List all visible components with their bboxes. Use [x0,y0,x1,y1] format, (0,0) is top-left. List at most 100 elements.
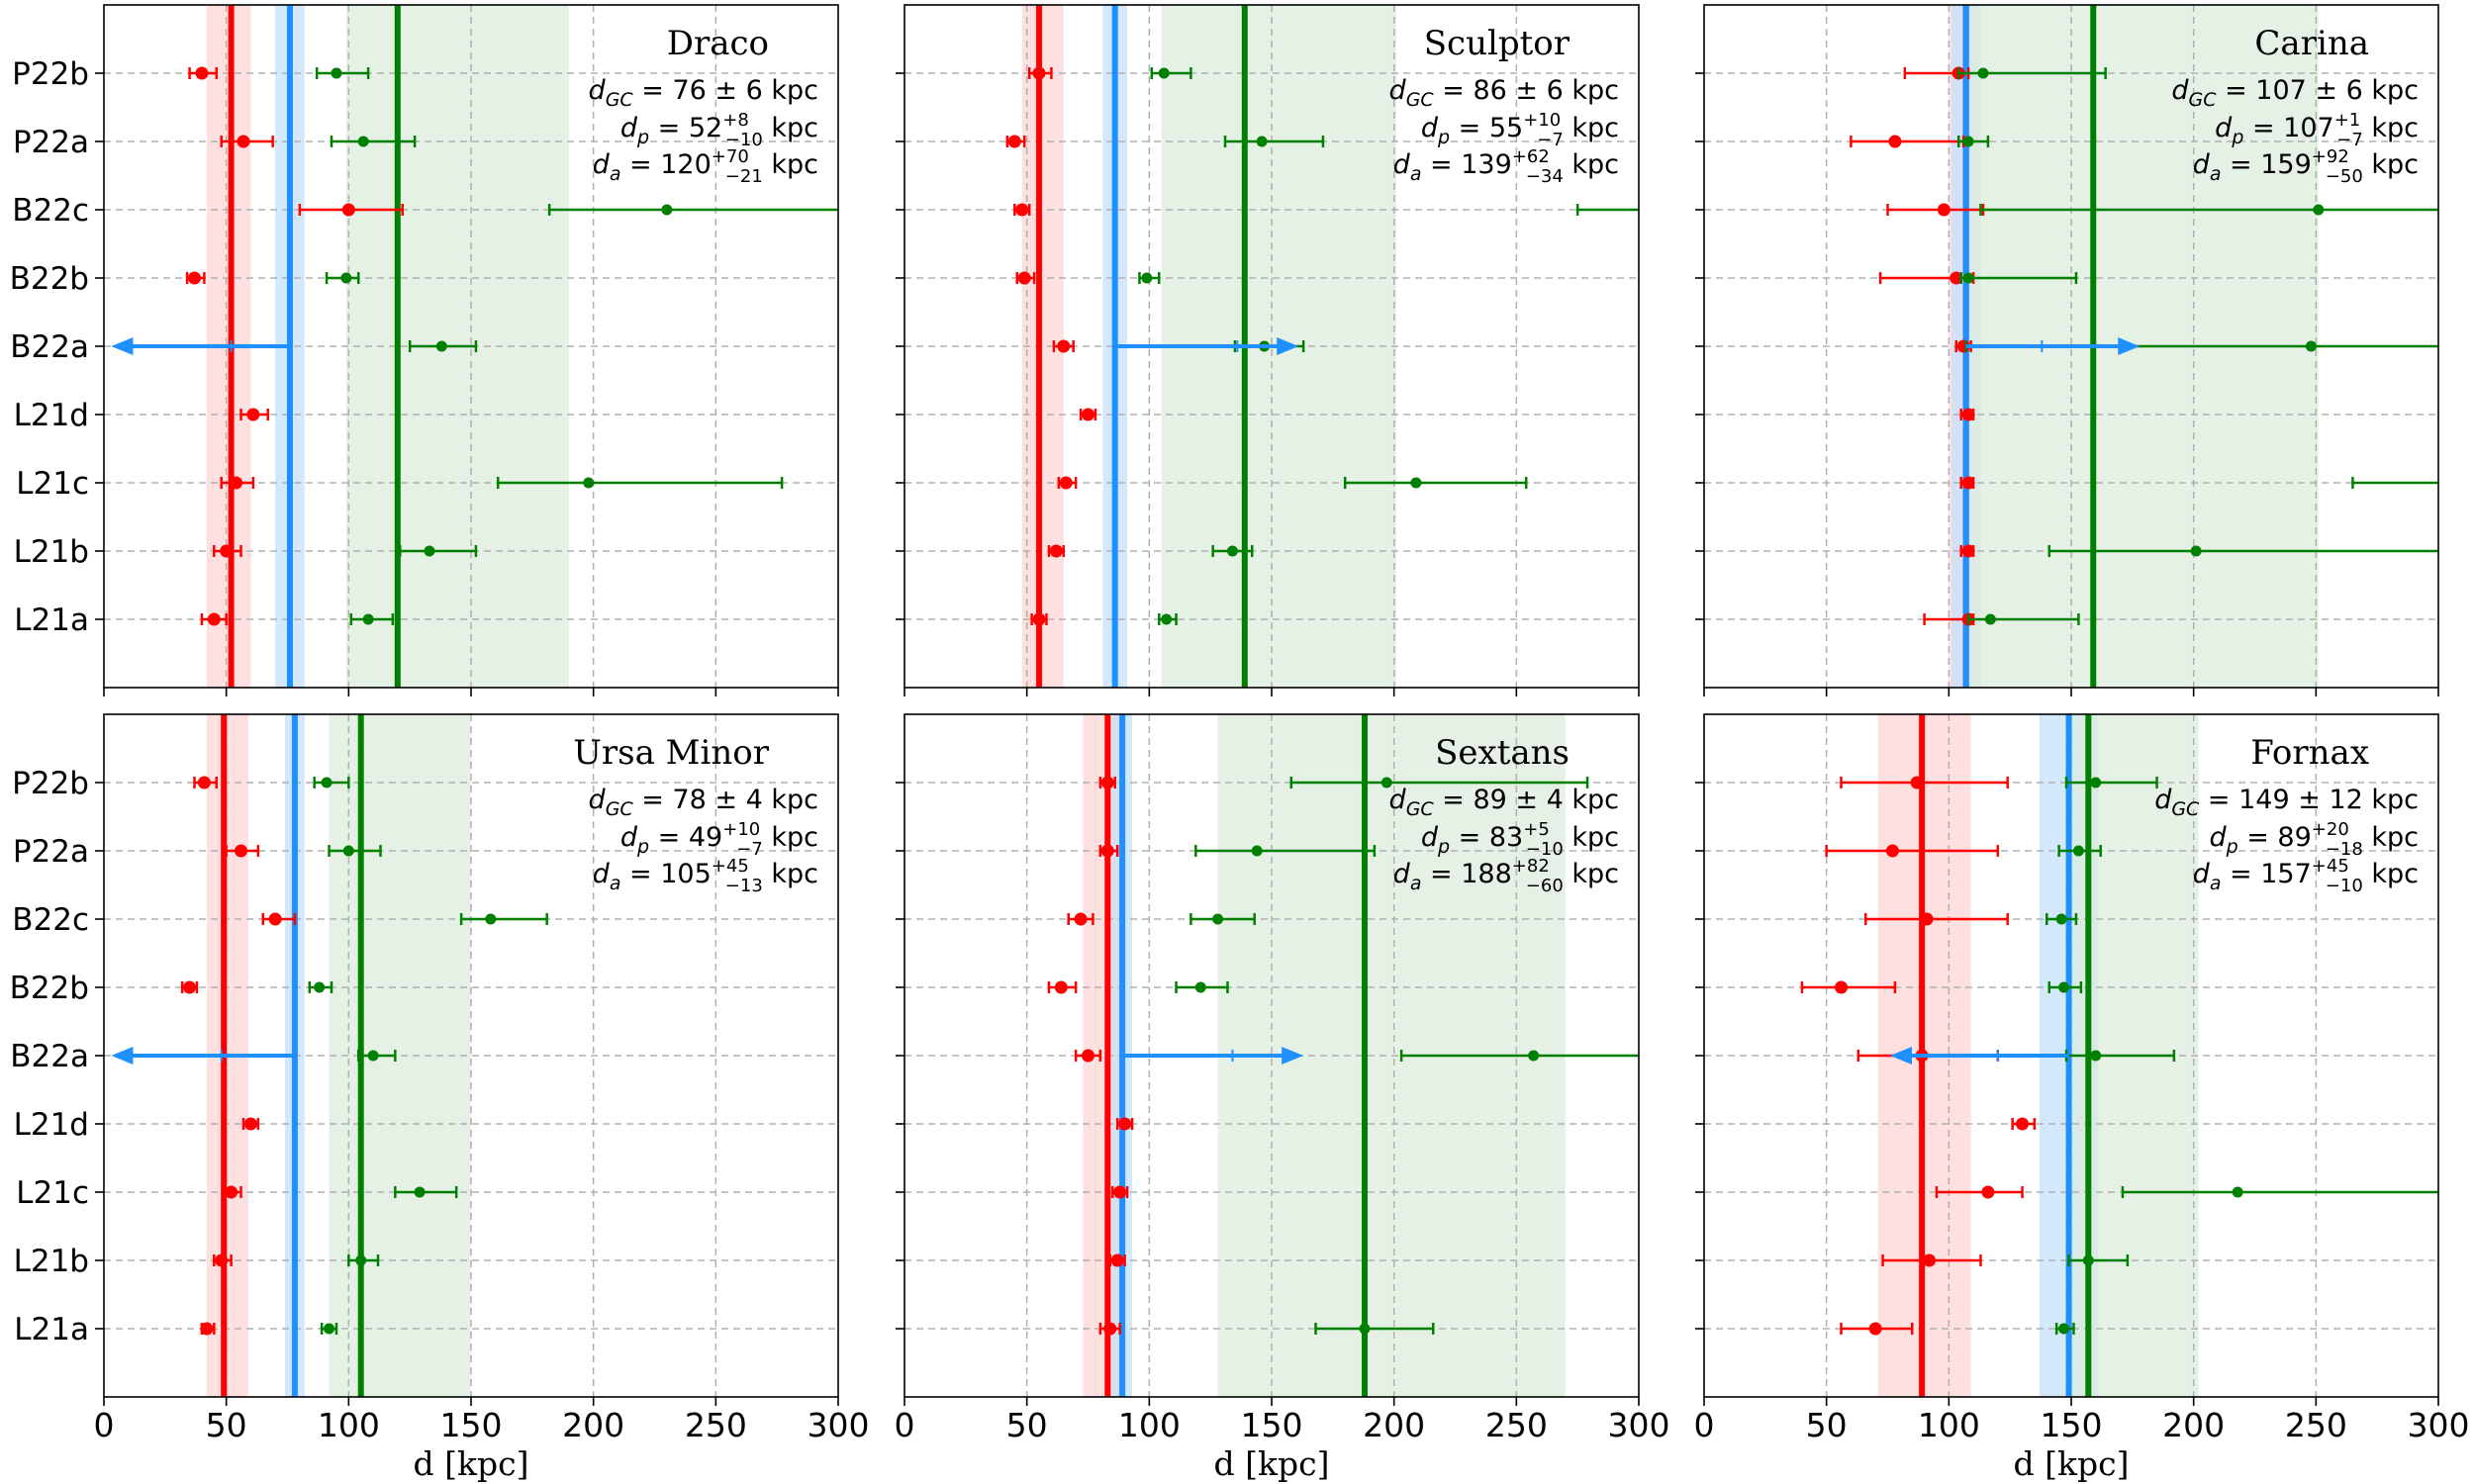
pericenter-point-L21a [200,612,228,626]
data-point [1937,203,1951,217]
annotation-unit: kpc [1564,113,1619,143]
data-point [195,66,209,80]
data-point [1962,272,1974,284]
apocenter-point-B22c [2046,913,2078,925]
x-tick-label: 0 [1694,1406,1715,1444]
data-point [230,476,243,490]
data-point [1032,66,1046,80]
data-point [1256,136,1268,147]
apocenter-point-L21c [1343,477,1528,489]
annotation-low: −13 [725,876,763,896]
x-tick-label: 50 [206,1406,247,1444]
data-point [1194,981,1206,993]
x-tick-label: 250 [1485,1406,1548,1444]
data-point [424,545,435,557]
x-tick-label: 300 [808,1406,870,1444]
annotation-symbol: d [1421,113,1439,143]
apocenter-point-P22a [2057,845,2102,857]
annotation-a: da = 120+70 −21 kpc [593,146,818,187]
data-point [485,913,497,925]
data-point [1054,980,1068,994]
arrow-head [1277,337,1299,355]
annotation-low: −21 [725,166,763,187]
data-point [1100,776,1114,789]
annotation-sub: GC [1406,89,1435,111]
annotation-symbol: d [2193,149,2211,180]
data-point [2055,913,2067,925]
data-point [1251,845,1263,857]
pericenter-point-P22a [1850,135,1965,148]
apocenter-point-L21b [1211,545,1254,557]
panel-plot-area [904,5,1639,688]
apocenter-point-B22c [1575,204,1639,216]
x-tick-label: 150 [1241,1406,1303,1444]
annotation-low: −10 [2326,876,2363,896]
data-point [1141,272,1153,284]
pericenter-point-L21d [2011,1117,2037,1131]
pericenter-point-B22a [1052,339,1075,353]
data-point [1984,613,1996,625]
annotation-value: = 188 [1421,859,1511,889]
data-point [207,612,221,626]
annotation-value: = 49 [649,822,722,853]
apocenter-point-P22a [1956,136,1990,147]
annotation-sub: a [1410,163,1422,185]
panel-draco: P22b P22a B22c B22b B22a L21d L21c L21b L21a Drac… [10,4,839,696]
apocenter-point-P22b [1150,67,1192,79]
annotation-sup: +8 [722,110,749,131]
apocenter-point-L21a [1966,613,2080,625]
apocenter-point-B22c [547,204,838,216]
apocenter-point-L21b [2067,1254,2130,1266]
data-point [1380,777,1392,788]
y-tick-label: L21a [14,603,89,638]
pericenter-point-P22b [193,776,219,789]
annotation-unit: kpc [1564,149,1619,180]
annotation-a: da = 159+92 −50 kpc [2193,146,2419,187]
x-axis-label: d [kpc] [2014,1444,2130,1483]
annotation-a: da = 105+45 −13 kpc [593,856,818,896]
apocenter-point-P22b [315,67,370,79]
data-point [357,136,369,147]
data-point [362,613,374,625]
data-point [1359,1323,1371,1335]
pericenter-point-L21b [1047,544,1066,558]
annotation-value: = 107 [2243,113,2333,143]
annotation-gc: dGC = 107 ± 6 kpc [2171,75,2419,111]
panel-plot-area [904,714,1639,1397]
data-point [1410,477,1422,489]
annotation-gc: dGC = 78 ± 4 kpc [589,785,818,820]
data-point [1074,912,1088,926]
gc-distance-arrow [1889,1047,2069,1065]
pericenter-point-L21b [1108,1253,1126,1267]
pericenter-point-L21b [1881,1253,1982,1267]
annotation-unit: kpc [1564,859,1619,889]
apocenter-point-P22a [1223,136,1325,147]
annotation-value: = 86 ± 6 kpc [1434,75,1619,106]
x-tick-label: 150 [440,1406,503,1444]
apocenter-point-L21b [2047,545,2438,557]
data-point [355,1254,367,1266]
data-point [1032,612,1046,626]
annotation-symbol: d [1389,785,1407,815]
annotation-a: da = 157+45 −10 kpc [2193,856,2419,896]
data-point [1910,776,1924,789]
gc-distance-arrow [1114,337,1299,355]
data-point [1868,1322,1882,1336]
data-point [235,844,248,858]
annotation-sup: +45 [712,856,749,877]
data-point [1103,1322,1117,1336]
panel-plot-area [104,5,838,688]
data-point [414,1186,426,1198]
annotation-sub: p [2231,127,2243,148]
data-point [341,203,355,217]
annotation-sup: +82 [1512,856,1550,877]
data-point [331,67,342,79]
x-tick-label: 200 [562,1406,624,1444]
annotation-value: = 157 [2221,859,2311,889]
pericenter-point-B22b [1015,271,1036,285]
apocenter-point-B22b [1175,981,1229,993]
data-point [237,135,250,148]
annotation-sup: +45 [2312,856,2349,877]
annotation-low: −7 [2336,130,2363,150]
x-tick-label: 200 [2162,1406,2225,1444]
